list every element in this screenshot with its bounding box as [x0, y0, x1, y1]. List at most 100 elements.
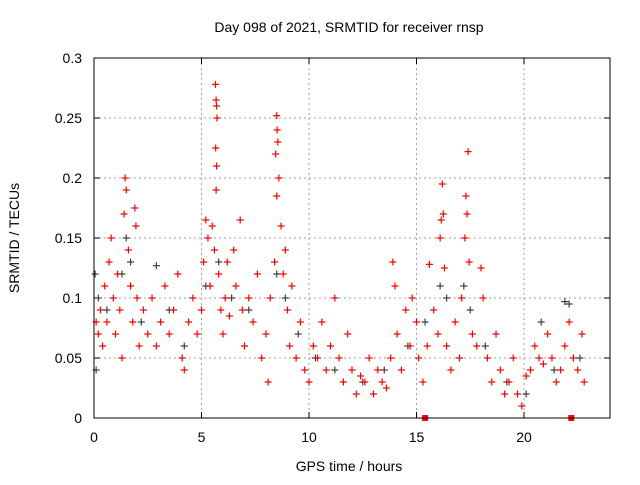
primary-data-point	[139, 306, 147, 314]
primary-data-point	[393, 330, 401, 338]
primary-data-point	[277, 222, 285, 230]
primary-data-point	[437, 216, 445, 224]
primary-data-point	[275, 174, 283, 182]
primary-data-point	[129, 318, 137, 326]
primary-data-point	[483, 354, 491, 362]
primary-data-point	[165, 330, 173, 338]
primary-data-point	[272, 150, 280, 158]
primary-data-point	[279, 270, 287, 278]
primary-data-point	[112, 330, 119, 338]
primary-data-point	[121, 174, 129, 182]
primary-data-point	[569, 354, 577, 362]
primary-data-point	[496, 366, 504, 374]
primary-data-point	[492, 330, 500, 338]
primary-data-point	[391, 282, 399, 290]
primary-data-point	[544, 330, 552, 338]
primary-data-point	[509, 354, 517, 362]
primary-data-point	[415, 354, 423, 362]
primary-data-point	[118, 354, 126, 362]
secondary-data-point	[380, 366, 388, 374]
primary-data-point	[548, 354, 556, 362]
primary-data-point	[473, 342, 481, 350]
primary-data-point	[262, 330, 270, 338]
primary-data-point	[458, 294, 466, 302]
primary-data-point	[215, 270, 223, 278]
primary-data-point	[271, 258, 279, 266]
primary-data-point	[357, 372, 365, 380]
primary-data-point	[266, 294, 274, 302]
primary-data-point	[109, 294, 117, 302]
primary-data-point	[219, 330, 227, 338]
secondary-data-point	[481, 342, 489, 350]
primary-data-point	[122, 186, 130, 194]
primary-data-point	[314, 354, 322, 362]
primary-data-point	[210, 246, 218, 254]
primary-data-point	[580, 378, 588, 386]
primary-data-point	[124, 246, 132, 254]
secondary-data-point	[436, 282, 444, 290]
primary-data-point	[174, 270, 182, 278]
primary-data-point	[212, 96, 220, 104]
secondary-data-point	[294, 330, 302, 338]
primary-data-point	[288, 282, 296, 290]
primary-data-point	[217, 306, 225, 314]
primary-data-point	[232, 282, 240, 290]
primary-data-point	[439, 210, 447, 218]
primary-data-point	[387, 354, 395, 362]
secondary-data-point	[91, 270, 99, 278]
secondary-data-point	[550, 366, 558, 374]
primary-data-point	[245, 294, 253, 302]
y-tick-label: 0.25	[55, 110, 82, 126]
primary-data-point	[120, 210, 128, 218]
primary-data-point	[389, 258, 397, 266]
primary-data-point	[565, 318, 573, 326]
primary-data-point	[447, 366, 455, 374]
secondary-data-point	[94, 294, 102, 302]
primary-data-point	[296, 318, 304, 326]
primary-data-point	[206, 282, 214, 290]
primary-data-point	[200, 258, 208, 266]
primary-data-point	[477, 264, 485, 272]
primary-data-point	[225, 312, 233, 320]
primary-data-point	[208, 222, 216, 230]
secondary-data-point	[460, 282, 468, 290]
primary-data-point	[374, 366, 382, 374]
primary-data-point	[425, 260, 433, 268]
secondary-data-point	[331, 366, 339, 374]
primary-data-point	[344, 330, 352, 338]
primary-data-point	[463, 210, 471, 218]
primary-data-point	[370, 390, 377, 398]
primary-data-point	[423, 342, 431, 350]
primary-data-point	[99, 342, 107, 350]
primary-data-point	[501, 390, 509, 398]
primary-data-point	[322, 366, 330, 374]
secondary-data-point	[122, 234, 130, 242]
secondary-data-point	[522, 390, 530, 398]
primary-data-point	[178, 354, 186, 362]
primary-data-point	[557, 366, 565, 374]
primary-data-point	[180, 366, 188, 374]
primary-data-point	[348, 366, 356, 374]
primary-data-point	[539, 360, 547, 368]
primary-data-point	[213, 102, 221, 110]
secondary-data-point	[561, 298, 569, 306]
primary-data-point	[273, 112, 281, 120]
primary-data-point	[212, 186, 220, 194]
secondary-data-point	[152, 262, 160, 270]
primary-data-point	[443, 342, 451, 350]
primary-data-point	[116, 306, 124, 314]
primary-data-point	[114, 270, 122, 278]
primary-data-point	[505, 378, 513, 386]
primary-data-point	[531, 342, 539, 350]
secondary-data-point	[576, 354, 584, 362]
secondary-data-point	[537, 318, 545, 326]
primary-data-point	[198, 306, 205, 314]
primary-data-point	[397, 366, 405, 374]
primary-data-point	[202, 216, 210, 224]
primary-data-point	[127, 282, 135, 290]
primary-data-point	[253, 270, 261, 278]
primary-data-point	[152, 342, 160, 350]
primary-data-point	[361, 378, 369, 386]
